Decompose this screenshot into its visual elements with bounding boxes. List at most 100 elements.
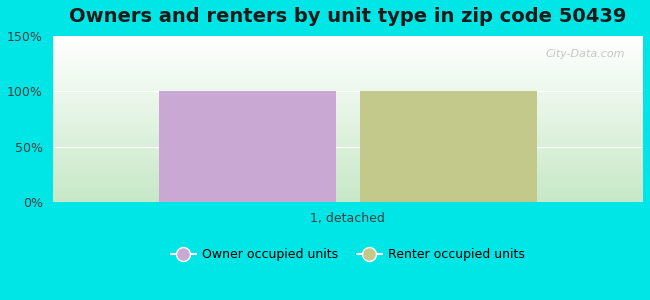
Bar — [53, 106, 643, 107]
Bar — [53, 114, 643, 116]
Bar — [53, 136, 643, 137]
Bar — [53, 52, 643, 54]
Bar — [53, 47, 643, 49]
Bar — [53, 104, 643, 106]
Bar — [53, 68, 643, 69]
Bar — [53, 126, 643, 127]
Bar — [53, 190, 643, 192]
Bar — [53, 124, 643, 126]
Bar — [53, 38, 643, 39]
Bar — [53, 119, 643, 121]
Bar — [53, 189, 643, 190]
Text: City-Data.com: City-Data.com — [546, 49, 625, 59]
Bar — [53, 176, 643, 177]
Bar — [53, 187, 643, 189]
Bar — [53, 59, 643, 61]
Bar — [53, 73, 643, 74]
Bar — [53, 162, 643, 164]
Bar — [53, 89, 643, 91]
Bar — [53, 56, 643, 58]
Bar — [53, 201, 643, 202]
Bar — [53, 117, 643, 119]
Bar — [53, 112, 643, 114]
Bar — [53, 36, 643, 38]
Bar — [53, 62, 643, 64]
Legend: Owner occupied units, Renter occupied units: Owner occupied units, Renter occupied un… — [166, 243, 530, 266]
Bar — [53, 98, 643, 99]
Bar — [53, 81, 643, 82]
Title: Owners and renters by unit type in zip code 50439: Owners and renters by unit type in zip c… — [69, 7, 627, 26]
Bar — [53, 92, 643, 94]
Bar — [53, 147, 643, 149]
Bar — [53, 128, 643, 129]
Bar — [53, 157, 643, 159]
Bar — [53, 149, 643, 151]
Bar — [53, 122, 643, 124]
Bar — [359, 91, 537, 202]
Bar — [53, 131, 643, 132]
Bar — [53, 66, 643, 68]
Bar — [53, 44, 643, 46]
Bar — [53, 199, 643, 201]
Bar — [53, 137, 643, 139]
Bar — [53, 194, 643, 196]
Bar — [53, 116, 643, 117]
Bar — [53, 174, 643, 176]
Bar — [53, 182, 643, 184]
Bar — [53, 71, 643, 73]
Bar — [53, 41, 643, 43]
Bar — [53, 166, 643, 167]
Bar — [53, 184, 643, 186]
Bar — [53, 164, 643, 166]
Bar — [53, 46, 643, 47]
Bar — [53, 107, 643, 109]
Bar — [53, 79, 643, 81]
Bar — [159, 91, 336, 202]
Bar — [53, 74, 643, 76]
Bar — [53, 69, 643, 71]
Bar — [53, 82, 643, 84]
Bar — [53, 134, 643, 136]
Bar — [53, 49, 643, 51]
Bar — [53, 54, 643, 56]
Bar — [53, 129, 643, 131]
Bar — [53, 159, 643, 161]
Bar — [53, 171, 643, 172]
Bar — [53, 102, 643, 104]
Bar — [53, 139, 643, 141]
Bar — [53, 99, 643, 101]
Bar — [53, 121, 643, 122]
Bar — [53, 96, 643, 98]
Bar — [53, 64, 643, 66]
Bar — [53, 156, 643, 157]
Bar — [53, 181, 643, 182]
Bar — [53, 179, 643, 181]
Bar — [53, 51, 643, 52]
Bar — [53, 77, 643, 79]
Bar — [53, 91, 643, 92]
Bar — [53, 84, 643, 86]
Bar — [53, 61, 643, 62]
Bar — [53, 141, 643, 142]
Bar — [53, 43, 643, 44]
Bar — [53, 167, 643, 169]
Bar — [53, 152, 643, 154]
Bar — [53, 87, 643, 89]
Bar — [53, 142, 643, 144]
Bar — [53, 86, 643, 87]
Bar — [53, 109, 643, 111]
Bar — [53, 169, 643, 171]
Bar — [53, 154, 643, 156]
Bar — [53, 146, 643, 147]
Bar — [53, 111, 643, 112]
Bar — [53, 94, 643, 96]
Bar — [53, 132, 643, 134]
Bar — [53, 39, 643, 41]
Bar — [53, 76, 643, 77]
Bar — [53, 196, 643, 197]
Bar — [53, 192, 643, 194]
Bar — [53, 101, 643, 102]
Bar — [53, 177, 643, 179]
Bar — [53, 144, 643, 146]
Bar — [53, 161, 643, 162]
